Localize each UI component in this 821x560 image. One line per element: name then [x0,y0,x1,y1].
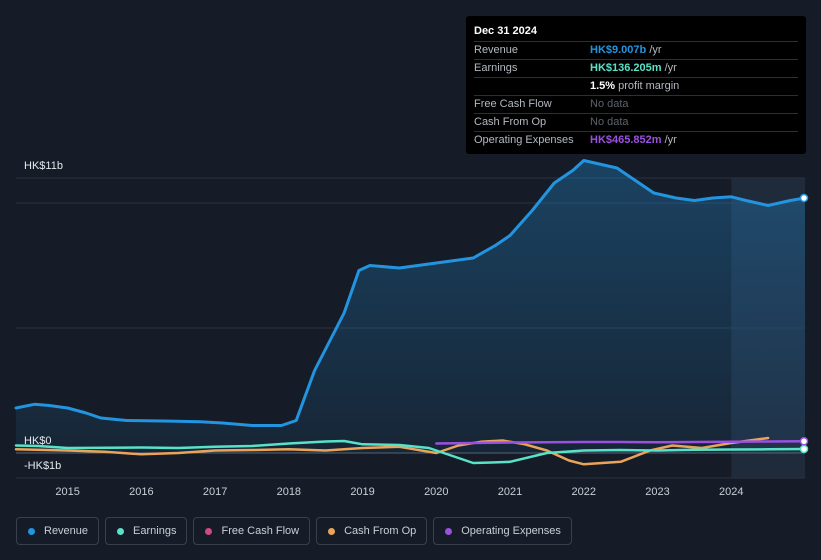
tooltip-row: Revenue HK$9.007b /yr [474,42,798,60]
operating-expenses-end-marker [799,437,809,446]
legend-item-cash-from-op[interactable]: Cash From Op [316,517,428,545]
legend-item-earnings[interactable]: Earnings [105,517,188,545]
legend-dot-icon [328,527,336,535]
chart-legend: Revenue Earnings Free Cash Flow Cash From O… [16,517,572,545]
tooltip-key: Earnings [474,62,518,74]
x-tick-label: 2016 [129,486,153,498]
end-markers [799,193,809,454]
legend-label: Operating Expenses [461,525,561,537]
legend-dot-icon [117,527,125,535]
earnings-line [14,439,807,465]
legend-dot-icon [445,527,453,535]
tooltip-value: 1.5% profit margin [590,80,680,92]
operating-expenses-line [435,440,807,445]
series-layer [14,159,807,466]
y-tick-label-bottom: -HK$1b [24,460,62,472]
tooltip-date: Dec 31 2024 [474,16,798,42]
tooltip-value: HK$465.852m /yr [590,134,677,146]
x-tick-label: 2024 [719,486,743,498]
x-tick-label: 2023 [645,486,669,498]
tooltip-row: Cash From Op No data [474,114,798,132]
x-tick-label: 2018 [277,486,301,498]
tooltip-row: Earnings HK$136.205m /yr [474,60,798,78]
tooltip-key: Operating Expenses [474,134,574,146]
legend-dot-icon [205,527,213,535]
legend-item-free-cash-flow[interactable]: Free Cash Flow [193,517,311,545]
x-tick-label: 2019 [350,486,374,498]
tooltip-key: Revenue [474,44,519,56]
legend-item-revenue[interactable]: Revenue [16,517,100,545]
tooltip-row: Operating Expenses HK$465.852m /yr [474,132,798,149]
revenue-area [16,160,805,453]
legend-dot-icon [28,527,35,535]
data-tooltip: Dec 31 2024 Revenue HK$9.007b /yr Earnings… [466,16,806,154]
revenue-end-marker [799,193,809,203]
revenue-line [14,159,807,427]
x-axis: 2015 2016 2017 2018 2019 2020 2021 2022 2023 2024 [55,486,743,498]
y-tick-label-top: HK$11b [24,160,63,172]
legend-label: Revenue [44,525,89,537]
x-tick-label: 2021 [498,486,522,498]
y-tick-label-zero: HK$0 [24,435,52,447]
legend-item-operating-expenses[interactable]: Operating Expenses [433,517,572,545]
legend-label: Cash From Op [344,525,417,537]
x-tick-label: 2015 [55,486,79,498]
tooltip-value: HK$136.205m /yr [590,62,677,74]
earnings-end-marker [799,444,809,454]
x-tick-label: 2017 [203,486,227,498]
tooltip-key: Free Cash Flow [474,98,552,110]
tooltip-rows: Revenue HK$9.007b /yr Earnings HK$136.205m … [474,42,798,149]
tooltip-row: 1.5% profit margin [474,78,798,96]
legend-label: Earnings [133,525,177,537]
legend-label: Free Cash Flow [221,525,300,537]
x-tick-label: 2020 [424,486,448,498]
tooltip-value: No data [590,98,629,110]
x-tick-label: 2022 [572,486,596,498]
tooltip-value: HK$9.007b /yr [590,44,662,56]
tooltip-value: No data [590,116,629,128]
tooltip-row: Free Cash Flow No data [474,96,798,114]
tooltip-key: Cash From Op [474,116,547,128]
